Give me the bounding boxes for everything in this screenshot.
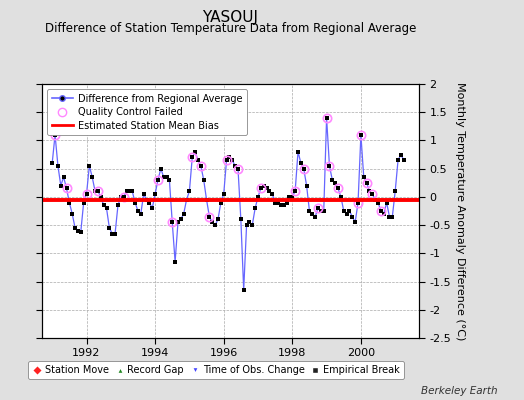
Text: YASOUJ: YASOUJ [203, 10, 258, 25]
Legend: Station Move, Record Gap, Time of Obs. Change, Empirical Break: Station Move, Record Gap, Time of Obs. C… [28, 361, 403, 379]
Legend: Difference from Regional Average, Quality Control Failed, Estimated Station Mean: Difference from Regional Average, Qualit… [47, 89, 247, 135]
Text: Difference of Station Temperature Data from Regional Average: Difference of Station Temperature Data f… [45, 22, 416, 35]
Text: Berkeley Earth: Berkeley Earth [421, 386, 498, 396]
Y-axis label: Monthly Temperature Anomaly Difference (°C): Monthly Temperature Anomaly Difference (… [455, 82, 465, 340]
